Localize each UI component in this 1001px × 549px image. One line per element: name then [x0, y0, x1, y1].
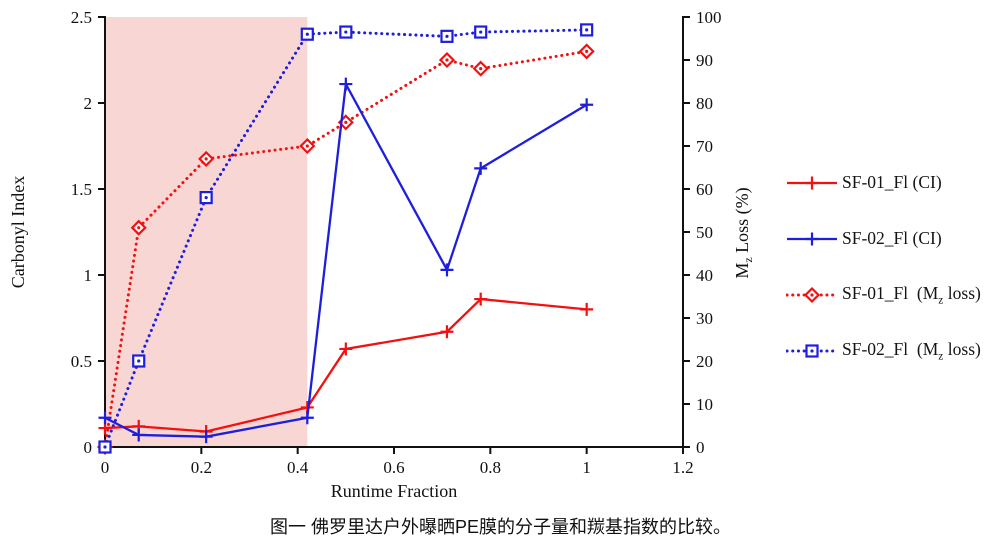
marker-plus: [474, 161, 488, 175]
legend-label: SF-01_Fl (Mz loss): [842, 282, 981, 307]
marker-square-dot: [103, 445, 107, 449]
legend: SF-01_Fl (CI) SF-02_Fl (CI) SF-01_Fl (Mz l…: [786, 171, 981, 362]
right-y-tick-label: 30: [696, 309, 713, 328]
marker-square-dot: [137, 359, 141, 363]
marker-diamond-dot: [204, 157, 208, 161]
legend-marker-diamond: [786, 286, 838, 303]
marker-plus: [339, 77, 353, 91]
x-tick-label: 0: [101, 458, 110, 477]
series-line-plus: [104, 80, 588, 438]
right-y-tick-label: 0: [696, 438, 705, 457]
right-axis-title: Mz Loss (%): [732, 187, 755, 278]
right-y-tick-label: 10: [696, 395, 713, 414]
left-y-tick-label: 1.5: [71, 180, 92, 199]
marker-diamond-dot: [479, 67, 483, 71]
marker-square-dot: [479, 30, 483, 34]
legend-item-4: SF-02_Fl (Mz loss): [786, 339, 981, 362]
marker-diamond-dot: [344, 120, 348, 124]
left-y-tick-label: 2.5: [71, 8, 92, 27]
marker-plus: [98, 411, 112, 425]
legend-item-3: SF-01_Fl (Mz loss): [786, 283, 981, 306]
right-y-tick-label: 40: [696, 266, 713, 285]
right-y-tick-label: 20: [696, 352, 713, 371]
left-y-tick-label: 1: [84, 266, 93, 285]
marker-plus: [474, 292, 488, 306]
series-line-diamond: [103, 49, 589, 449]
right-y-tick-label: 70: [696, 137, 713, 156]
series-line-plus: [104, 297, 587, 433]
marker-square-dot: [445, 34, 449, 38]
left-y-tick-label: 2: [84, 94, 93, 113]
x-tick-label: 1: [582, 458, 591, 477]
right-y-tick-label: 50: [696, 223, 713, 242]
marker-plus: [580, 98, 594, 112]
x-tick-label: 0.4: [287, 458, 309, 477]
marker-plus: [199, 430, 213, 444]
marker-diamond-dot: [137, 226, 141, 230]
legend-item-1: SF-01_Fl (CI): [786, 171, 981, 194]
legend-marker-square: [786, 343, 838, 358]
marker-plus: [805, 176, 819, 189]
x-tick-label: 0.8: [480, 458, 501, 477]
legend-label: SF-02_Fl (Mz loss): [842, 338, 981, 363]
marker-plus: [132, 428, 146, 442]
right-y-tick-label: 100: [696, 8, 722, 27]
marker-diamond-dot: [305, 144, 309, 148]
marker-diamond-dot: [585, 49, 589, 54]
legend-marker-plus: [787, 232, 837, 245]
marker-square-dot: [344, 30, 348, 34]
marker-square-dot: [204, 196, 208, 200]
marker-diamond-dot: [445, 58, 449, 62]
x-tick-label: 0.6: [383, 458, 404, 477]
marker-diamond-dot: [810, 292, 814, 297]
marker-plus: [440, 325, 454, 339]
marker-plus: [300, 411, 314, 425]
x-axis-title: Runtime Fraction: [331, 481, 457, 501]
marker-plus: [339, 342, 353, 356]
marker-plus: [580, 302, 594, 316]
legend-label: SF-02_Fl (CI): [842, 228, 942, 248]
x-tick-label: 0.2: [191, 458, 212, 477]
left-y-tick-label: 0.5: [71, 352, 92, 371]
marker-square-dot: [305, 32, 309, 36]
marker-plus: [440, 263, 454, 277]
figure-caption: 图一 佛罗里达户外曝晒PE膜的分子量和羰基指数的比较。: [269, 517, 731, 537]
marker-square-dot: [810, 348, 814, 353]
legend-marker-plus: [787, 176, 837, 189]
x-tick-label: 1.2: [672, 458, 693, 477]
right-y-tick-label: 90: [696, 51, 713, 70]
left-axis-title: Carbonyl Index: [8, 176, 28, 288]
right-y-tick-label: 60: [696, 180, 713, 199]
legend-item-2: SF-02_Fl (CI): [786, 227, 981, 250]
left-y-tick-label: 0: [84, 438, 93, 457]
marker-square-dot: [585, 28, 589, 32]
legend-label: SF-01_Fl (CI): [842, 172, 942, 192]
marker-plus: [805, 232, 819, 245]
right-y-tick-label: 80: [696, 94, 713, 113]
